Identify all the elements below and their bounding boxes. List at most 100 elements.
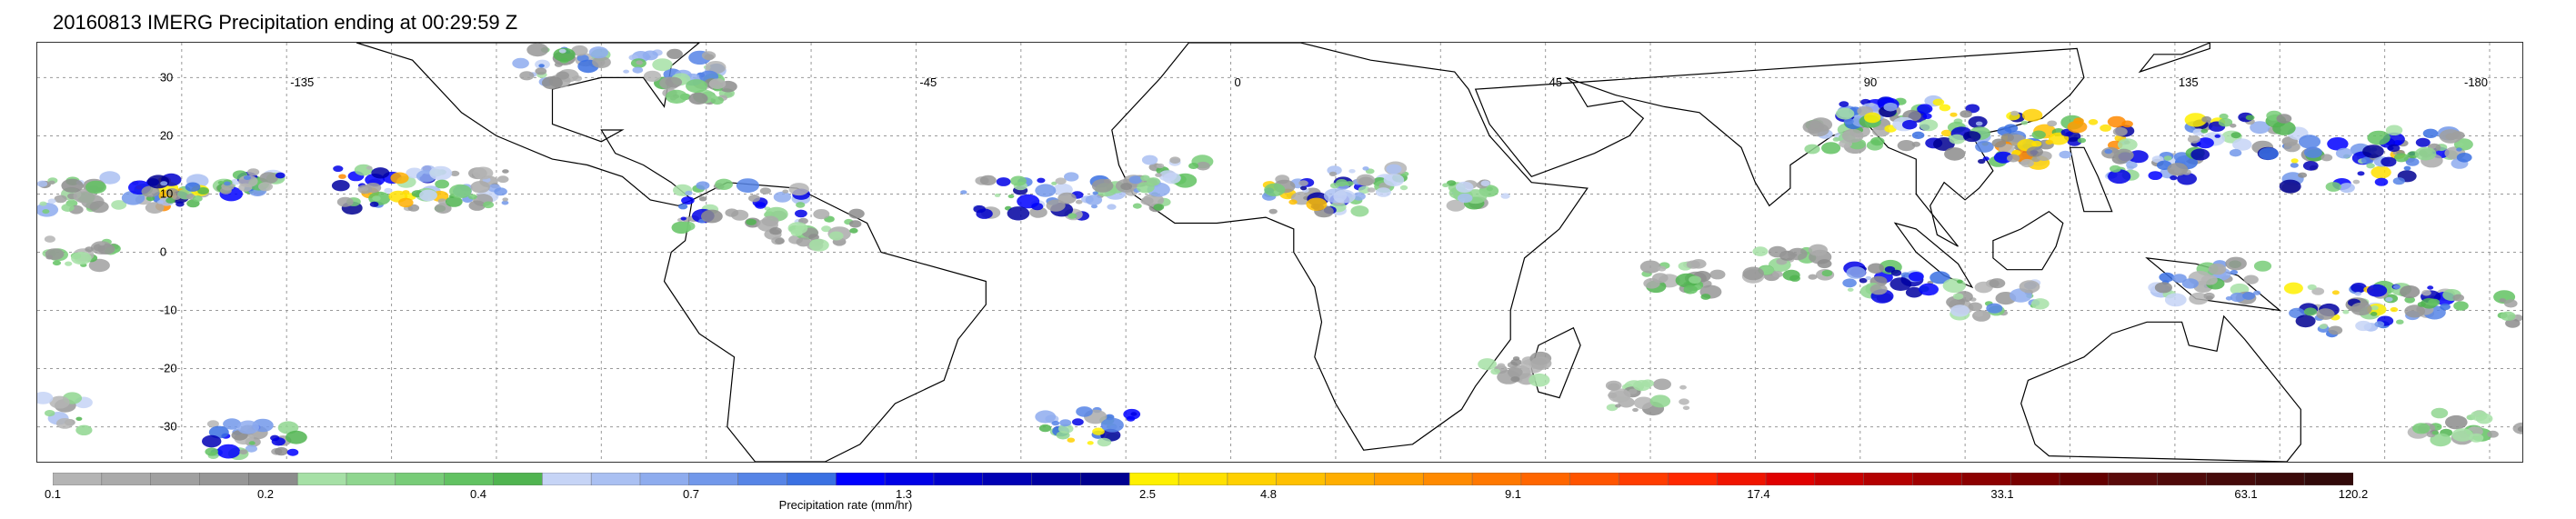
precip-cell [49, 395, 70, 409]
precip-cell [449, 184, 472, 199]
precip-cell [47, 198, 56, 205]
precip-cell [790, 229, 803, 236]
precip-cell [1100, 417, 1124, 433]
lat-tick-label: 20 [160, 128, 173, 142]
lon-tick-label: 45 [1549, 75, 1562, 89]
precip-cell [2417, 302, 2426, 307]
lon-tick-label: -45 [919, 75, 937, 89]
precip-cell [1092, 191, 1098, 195]
precip-cell [437, 198, 447, 205]
precip-cell [1982, 156, 1990, 161]
colorbar-swatch [884, 473, 935, 485]
precip-cell [165, 188, 179, 196]
precipitation-map[interactable]: -135 -45 0 45 90 135 -180 30 20 10 0 -10 -20 -30 [36, 42, 2523, 463]
coastline [2069, 146, 2113, 213]
precip-cell [748, 195, 760, 203]
precip-cell [1510, 376, 1520, 383]
precip-cell [849, 227, 858, 234]
precip-cell [1386, 164, 1402, 175]
precip-cell [782, 189, 789, 194]
precip-cell [1146, 177, 1160, 186]
colorbar-swatch [836, 473, 886, 485]
colorbar-swatch [1765, 473, 1816, 485]
colorbar-swatch [1716, 473, 1767, 485]
precip-cell [1809, 117, 1833, 132]
lon-tick-label: 0 [1235, 75, 1241, 89]
precip-cell [2456, 147, 2462, 152]
precip-cell [2355, 320, 2372, 332]
precip-cell [1007, 194, 1015, 199]
precip-cell [848, 208, 865, 219]
precip-cell [2020, 158, 2034, 168]
precip-cell [2189, 292, 2209, 305]
precip-cell [2126, 161, 2138, 169]
precip-cell [501, 200, 509, 205]
precip-cell [2374, 177, 2389, 186]
precip-cell [725, 208, 739, 217]
precip-cell [2505, 318, 2521, 328]
precip-cell [1868, 263, 1885, 274]
precip-cell [2225, 296, 2233, 301]
precip-cell [2229, 149, 2242, 157]
precip-cell [665, 76, 683, 88]
precip-cell [208, 425, 229, 439]
precip-cell [2428, 298, 2441, 306]
precip-cell [2475, 413, 2493, 424]
precip-cell [1742, 266, 1764, 281]
precip-cell [1905, 286, 1923, 298]
precip-cell [708, 78, 727, 89]
precip-cell [93, 244, 105, 252]
precip-cell [2243, 274, 2259, 284]
precip-cell [2328, 325, 2343, 335]
precip-cell [994, 193, 1001, 197]
precip-cell [390, 172, 409, 185]
precip-cell [1446, 180, 1457, 186]
precip-cell [2290, 158, 2299, 164]
colorbar-swatch [1422, 473, 1473, 485]
colorbar-swatch [1080, 473, 1131, 485]
precip-cell [1949, 134, 1965, 145]
precip-cell [1689, 275, 1701, 284]
precip-cell [2272, 120, 2296, 135]
precip-cell [2335, 147, 2353, 159]
precip-cell [1633, 396, 1654, 410]
precip-cell [2331, 290, 2340, 295]
precip-cell [2362, 145, 2384, 158]
precip-cell [571, 45, 588, 56]
precip-cell [2010, 110, 2020, 116]
precip-cell [1480, 180, 1490, 186]
precip-cell [71, 252, 92, 265]
precip-cell [1986, 303, 2003, 314]
precip-cell [2151, 155, 2164, 164]
precip-cell [197, 187, 209, 195]
precip-cell [450, 170, 460, 176]
colorbar-swatch [2108, 473, 2159, 485]
precip-cell [2319, 324, 2328, 330]
precip-cell [2327, 137, 2349, 151]
precip-cell [429, 165, 453, 181]
precip-cell [1897, 140, 1916, 152]
colorbar-swatch [53, 473, 103, 485]
precip-cell [1643, 278, 1660, 289]
precip-cell [2414, 146, 2437, 161]
precip-cell [1306, 197, 1328, 211]
precip-cell [468, 200, 486, 211]
precip-cell [1957, 279, 1963, 284]
precip-cell [2371, 165, 2391, 179]
precip-cell [1486, 186, 1493, 192]
precip-cell [2405, 157, 2420, 166]
lat-tick-label: 10 [160, 186, 173, 200]
precip-cell [2439, 129, 2462, 144]
colorbar-swatch [1961, 473, 2011, 485]
precip-cell [2303, 307, 2318, 316]
precip-cell [788, 183, 809, 196]
precip-cell [2088, 119, 2099, 125]
lon-tick-label: 90 [1864, 75, 1877, 89]
precip-cell [333, 165, 344, 173]
precip-cell [1328, 171, 1338, 176]
precip-cell [89, 201, 109, 214]
precip-cell [2283, 141, 2300, 153]
precip-cell [45, 255, 54, 260]
precip-cell [652, 58, 673, 72]
precip-cell [696, 181, 710, 190]
